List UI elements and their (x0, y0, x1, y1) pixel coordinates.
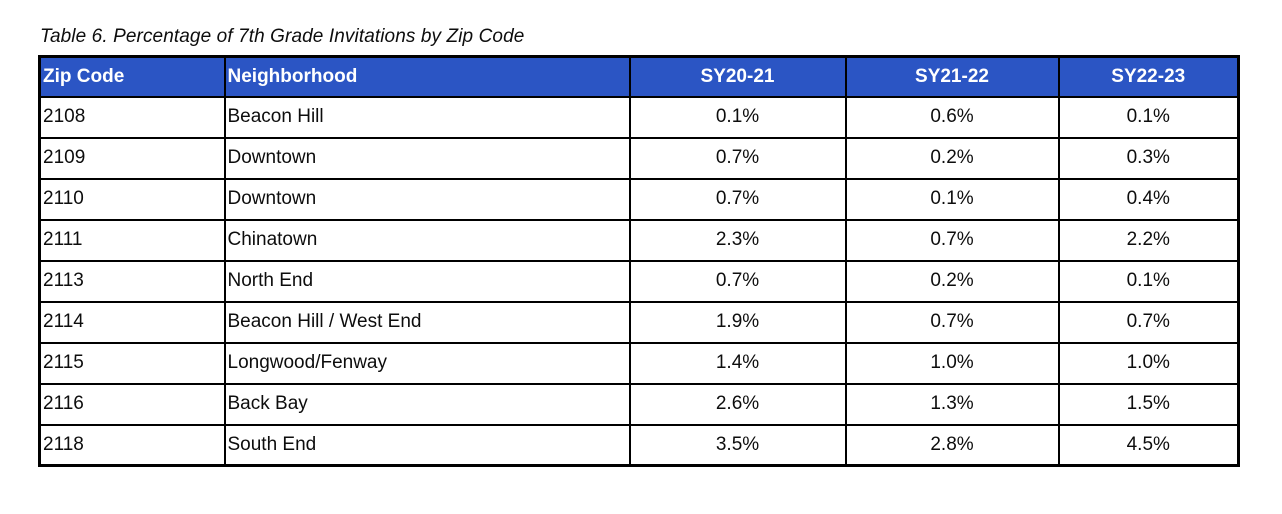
value-cell: 0.4% (1057, 177, 1240, 221)
value-cell: 0.1% (1057, 259, 1240, 303)
neighborhood-cell: North End (223, 259, 631, 303)
zip-cell: 2115 (38, 341, 226, 385)
value-cell: 3.5% (628, 423, 847, 467)
value-cell: 0.1% (844, 177, 1060, 221)
value-cell: 0.7% (628, 259, 847, 303)
header-cell-zip-code: Zip Code (38, 55, 226, 98)
value-cell: 0.6% (844, 95, 1060, 139)
table-row: 2115 Longwood/Fenway 1.4% 1.0% 1.0% (38, 341, 1240, 385)
zip-cell: 2118 (38, 423, 226, 467)
table-title: Table 6. Percentage of 7th Grade Invitat… (40, 26, 525, 47)
neighborhood-cell: Beacon Hill / West End (223, 300, 631, 344)
neighborhood-cell: Back Bay (223, 382, 631, 426)
value-cell: 2.2% (1057, 218, 1240, 262)
header-cell-neighborhood: Neighborhood (223, 55, 631, 98)
table-row: 2113 North End 0.7% 0.2% 0.1% (38, 259, 1240, 303)
table-row: 2109 Downtown 0.7% 0.2% 0.3% (38, 136, 1240, 180)
zip-cell: 2113 (38, 259, 226, 303)
zip-cell: 2114 (38, 300, 226, 344)
value-cell: 2.6% (628, 382, 847, 426)
table-row: 2110 Downtown 0.7% 0.1% 0.4% (38, 177, 1240, 221)
neighborhood-cell: Downtown (223, 136, 631, 180)
value-cell: 0.7% (628, 177, 847, 221)
value-cell: 0.7% (1057, 300, 1240, 344)
value-cell: 1.0% (1057, 341, 1240, 385)
value-cell: 1.3% (844, 382, 1060, 426)
neighborhood-cell: Chinatown (223, 218, 631, 262)
header-cell-sy22-23: SY22-23 (1057, 55, 1240, 98)
neighborhood-cell: Beacon Hill (223, 95, 631, 139)
value-cell: 2.8% (844, 423, 1060, 467)
value-cell: 0.3% (1057, 136, 1240, 180)
table-row: 2116 Back Bay 2.6% 1.3% 1.5% (38, 382, 1240, 426)
value-cell: 0.7% (628, 136, 847, 180)
header-cell-sy20-21: SY20-21 (628, 55, 847, 98)
neighborhood-cell: Downtown (223, 177, 631, 221)
value-cell: 0.2% (844, 136, 1060, 180)
value-cell: 1.5% (1057, 382, 1240, 426)
value-cell: 1.0% (844, 341, 1060, 385)
header-row: Zip Code Neighborhood SY20-21 SY21-22 SY… (38, 55, 1240, 98)
header-cell-sy21-22: SY21-22 (844, 55, 1060, 98)
neighborhood-cell: South End (223, 423, 631, 467)
zip-cell: 2109 (38, 136, 226, 180)
page: Table 6. Percentage of 7th Grade Invitat… (38, 26, 1240, 467)
zip-code-invitations-table: Zip Code Neighborhood SY20-21 SY21-22 SY… (38, 55, 1240, 467)
value-cell: 1.9% (628, 300, 847, 344)
value-cell: 0.7% (844, 218, 1060, 262)
table-row: 2114 Beacon Hill / West End 1.9% 0.7% 0.… (38, 300, 1240, 344)
table-row: 2111 Chinatown 2.3% 0.7% 2.2% (38, 218, 1240, 262)
value-cell: 0.2% (844, 259, 1060, 303)
value-cell: 4.5% (1057, 423, 1240, 467)
value-cell: 1.4% (628, 341, 847, 385)
value-cell: 0.7% (844, 300, 1060, 344)
zip-cell: 2111 (38, 218, 226, 262)
table-row: 2118 South End 3.5% 2.8% 4.5% (38, 423, 1240, 467)
value-cell: 2.3% (628, 218, 847, 262)
value-cell: 0.1% (1057, 95, 1240, 139)
zip-cell: 2110 (38, 177, 226, 221)
table-row: 2108 Beacon Hill 0.1% 0.6% 0.1% (38, 95, 1240, 139)
zip-cell: 2108 (38, 95, 226, 139)
zip-cell: 2116 (38, 382, 226, 426)
value-cell: 0.1% (628, 95, 847, 139)
neighborhood-cell: Longwood/Fenway (223, 341, 631, 385)
